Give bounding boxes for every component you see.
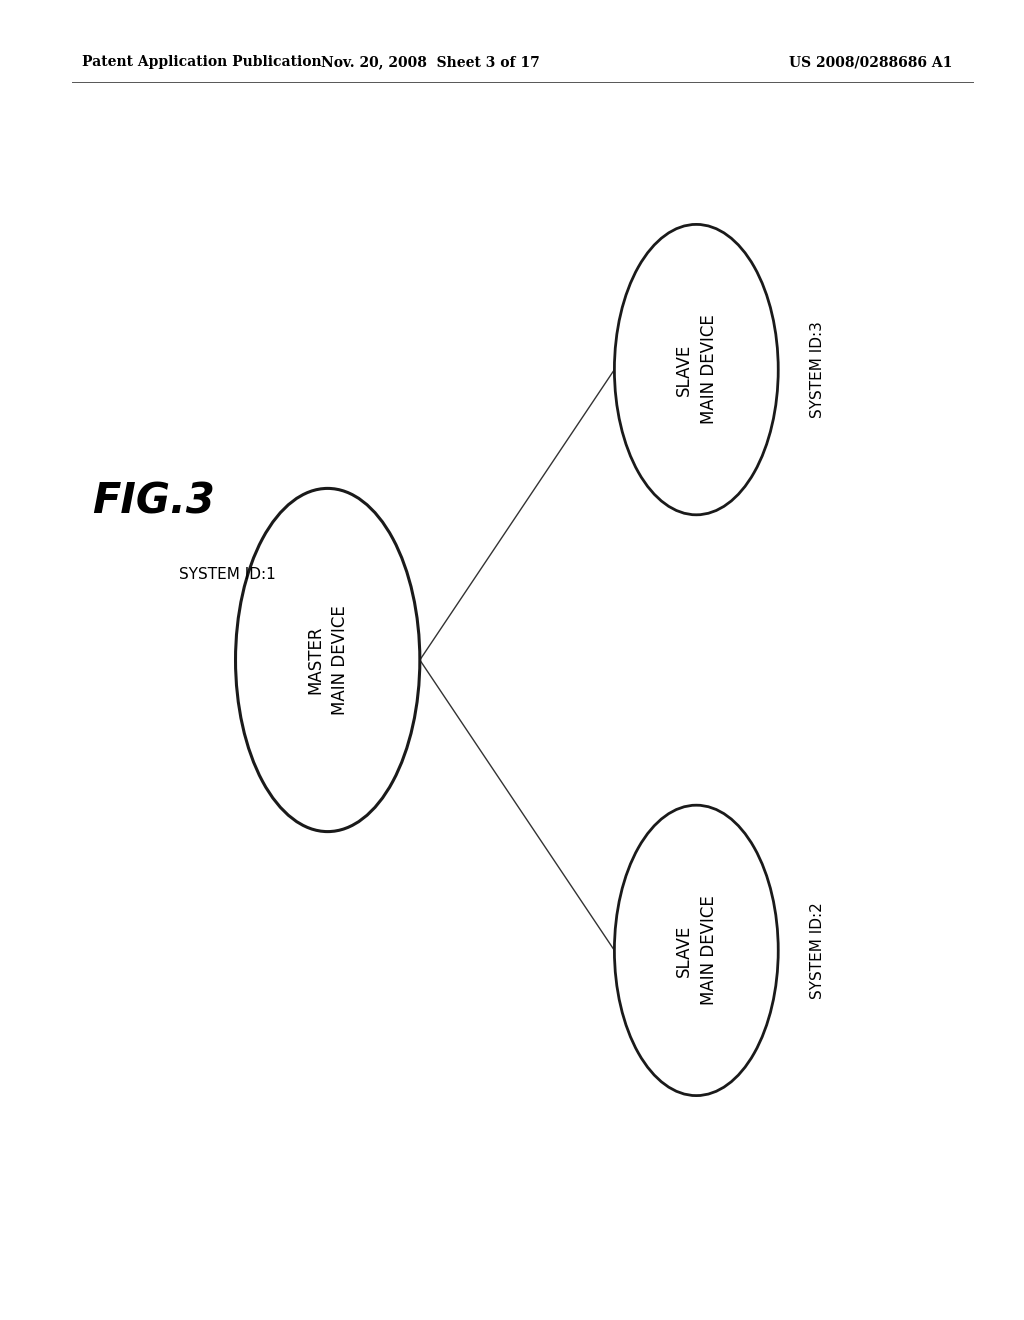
Text: SYSTEM ID:3: SYSTEM ID:3 (810, 321, 824, 418)
Text: FIG.3: FIG.3 (92, 480, 215, 523)
Text: US 2008/0288686 A1: US 2008/0288686 A1 (788, 55, 952, 70)
Text: SLAVE
MAIN DEVICE: SLAVE MAIN DEVICE (675, 895, 718, 1006)
Ellipse shape (614, 224, 778, 515)
Text: SLAVE
MAIN DEVICE: SLAVE MAIN DEVICE (675, 314, 718, 425)
Text: SYSTEM ID:1: SYSTEM ID:1 (179, 566, 275, 582)
Text: Nov. 20, 2008  Sheet 3 of 17: Nov. 20, 2008 Sheet 3 of 17 (321, 55, 540, 70)
Ellipse shape (236, 488, 420, 832)
Text: Patent Application Publication: Patent Application Publication (82, 55, 322, 70)
Text: SYSTEM ID:2: SYSTEM ID:2 (810, 902, 824, 999)
Ellipse shape (614, 805, 778, 1096)
Text: MASTER
MAIN DEVICE: MASTER MAIN DEVICE (306, 605, 349, 715)
